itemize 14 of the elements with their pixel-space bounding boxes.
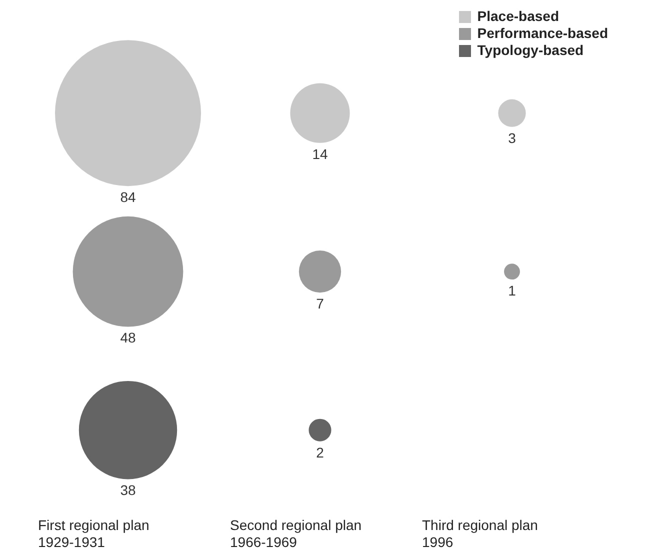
data-label: 14 [312, 146, 328, 162]
legend-label: Place-based [477, 8, 559, 25]
data-label: 7 [316, 296, 324, 312]
data-label: 2 [316, 444, 324, 460]
legend-label: Typology-based [477, 42, 584, 59]
data-label: 38 [120, 482, 136, 498]
category-label: First regional plan 1929-1931 [38, 517, 150, 550]
data-label: 1 [508, 282, 516, 298]
data-label: 3 [508, 130, 516, 146]
data-label: 84 [120, 189, 136, 206]
data-label: 48 [120, 330, 136, 346]
legend-label: Performance-based [477, 25, 608, 42]
category-label: Second regional plan 1966-1969 [230, 517, 362, 550]
category-label: Third regional plan 1996 [422, 517, 538, 550]
